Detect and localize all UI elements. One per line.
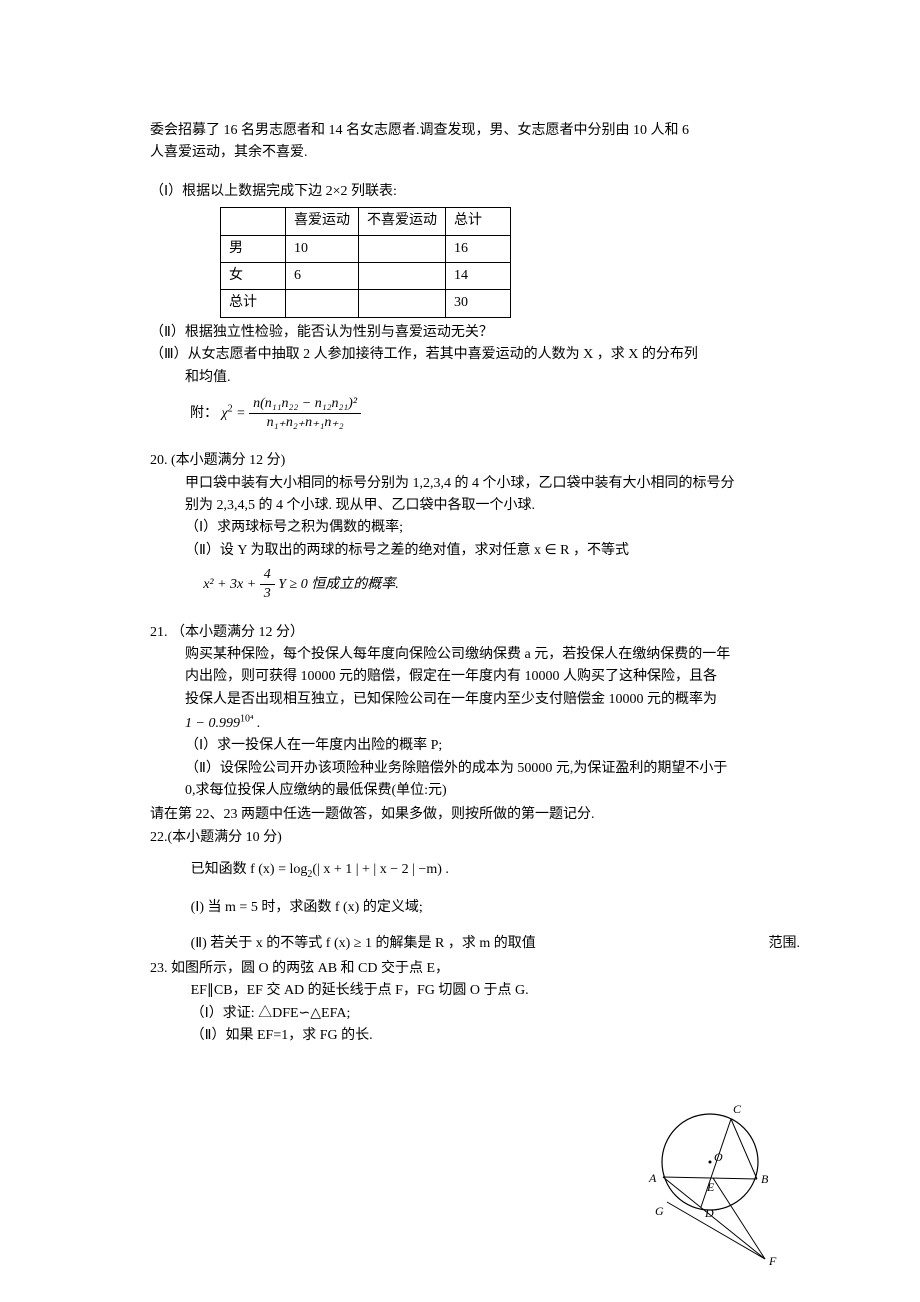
q20-l1: 甲口袋中装有大小相同的标号分别为 1,2,3,4 的 4 个小球，乙口袋中装有大…	[150, 473, 800, 495]
cell-r1c1: 男	[221, 235, 286, 262]
q21-l2: 内出险，则可获得 10000 元的赔偿，假定在一年度内有 10000 人购买了这…	[150, 666, 800, 688]
label-C: C	[733, 1102, 742, 1116]
choice-line: 请在第 22、23 两题中任选一题做答，如果多做，则按所做的第一题记分.	[150, 804, 800, 826]
q19-part2: （Ⅱ）根据独立性检验，能否认为性别与喜爱运动无关？	[150, 322, 800, 344]
chi-square-formula: 附： χ2 = n(n₁₁n₂₂ − n₁₂n₂₁)² n₁₊n₂₊n₊₁n₊₂	[190, 395, 800, 432]
table-row: 喜爱运动 不喜爱运动 总计	[221, 208, 511, 235]
formula-label: 附：	[190, 406, 218, 421]
q21-title: 21. （本小题满分 12 分）	[150, 622, 800, 644]
table-row: 女 6 14	[221, 262, 511, 289]
cell-r3c1: 总计	[221, 290, 286, 317]
cell-r3c2	[286, 290, 359, 317]
q20-p1: （Ⅰ）求两球标号之积为偶数的概率;	[150, 517, 800, 539]
table-row: 总计 30	[221, 290, 511, 317]
q22-title: 22.(本小题满分 10 分)	[150, 827, 800, 849]
cell-r3c4: 30	[446, 290, 511, 317]
expr-post: .	[253, 716, 260, 731]
q22-p1: (Ⅰ) 当 m = 5 时，求函数 f (x) 的定义域;	[150, 897, 800, 919]
q22-p2-right: 范围.	[769, 933, 801, 955]
q19-part1-intro: （Ⅰ）根据以上数据完成下边 2×2 列联表:	[150, 181, 800, 203]
expr-pre: 1 − 0.999	[185, 716, 240, 731]
contingency-table: 喜爱运动 不喜爱运动 总计 男 10 16 女 6 14 总计 30	[220, 207, 511, 318]
q23-p1: （Ⅰ）求证: △DFE∽△EFA;	[150, 1003, 800, 1025]
chi-num: n(n₁₁n₂₂ − n₁₂n₂₁)²	[249, 395, 361, 414]
ineq-den: 3	[260, 585, 275, 603]
label-B: B	[761, 1172, 769, 1186]
label-G: G	[655, 1204, 664, 1218]
q21-l3: 投保人是否出现相互独立，已知保险公司在一年度内至少支付赔偿金 10000 元的概…	[150, 689, 800, 711]
label-D: D	[704, 1206, 714, 1220]
cell-r2c1: 女	[221, 262, 286, 289]
chi-den: n₁₊n₂₊n₊₁n₊₂	[249, 414, 361, 432]
q20-p2-l1: （Ⅱ）设 Y 为取出的两球的标号之差的绝对值，求对任意 x ∈ R ，不等式	[150, 540, 800, 562]
cell-r1c4: 16	[446, 235, 511, 262]
label-F: F	[768, 1254, 777, 1268]
label-E: E	[706, 1180, 715, 1194]
q23-l1: EF∥CB，EF 交 AD 的延长线于点 F，FG 切圆 O 于点 G.	[150, 980, 800, 1002]
q21-p2-l1: （Ⅱ）设保险公司开办该项险种业务除赔偿外的成本为 50000 元,为保证盈利的期…	[150, 758, 800, 780]
q19-part3-l1: （Ⅲ）从女志愿者中抽取 2 人参加接待工作，若其中喜爱运动的人数为 X ，求 X…	[150, 344, 800, 366]
table-row: 男 10 16	[221, 235, 511, 262]
cell-r2c3	[359, 262, 446, 289]
th-like: 喜爱运动	[286, 208, 359, 235]
ineq-pre: x² + 3x +	[203, 577, 260, 592]
q21-expr: 1 − 0.99910⁴ .	[150, 711, 800, 735]
q22-fn: 已知函数 f (x) = log2(| x + 1 | + | x − 2 | …	[150, 859, 800, 883]
q20-title: 20. (本小题满分 12 分)	[150, 450, 800, 472]
ineq-post: Y ≥ 0 恒成立的概率.	[278, 577, 398, 592]
q20-inequality: x² + 3x + 4 3 Y ≥ 0 恒成立的概率.	[150, 566, 800, 603]
th-total: 总计	[446, 208, 511, 235]
q22-p2-left: (Ⅱ) 若关于 x 的不等式 f (x) ≥ 1 的解集是 R ，求 m 的取值	[191, 933, 536, 955]
cell-r3c3	[359, 290, 446, 317]
q21-l1: 购买某种保险，每个投保人每年度向保险公司缴纳保费 a 元，若投保人在缴纳保费的一…	[150, 644, 800, 666]
label-A: A	[648, 1171, 657, 1185]
q22-p2-row: (Ⅱ) 若关于 x 的不等式 f (x) ≥ 1 的解集是 R ，求 m 的取值…	[150, 933, 800, 955]
q21-p2-l2: 0,求每位投保人应缴纳的最低保费(单位:元)	[150, 780, 800, 802]
q23-p2: （Ⅱ）如果 EF=1，求 FG 的长.	[150, 1025, 800, 1047]
circle-diagram: C O A E B D G F	[635, 1097, 790, 1272]
q23-title: 23. 如图所示，圆 O 的两弦 AB 和 CD 交于点 E，	[150, 958, 800, 980]
q20-l2: 别为 2,3,4,5 的 4 个小球. 现从甲、乙口袋中各取一个小球.	[150, 495, 800, 517]
cell-r1c3	[359, 235, 446, 262]
q19-part3-l2: 和均值.	[150, 367, 800, 389]
chi-eq: =	[236, 406, 249, 421]
th-dislike: 不喜爱运动	[359, 208, 446, 235]
ineq-num: 4	[260, 566, 275, 585]
intro-line-1: 委会招募了 16 名男志愿者和 14 名女志愿者.调查发现，男、女志愿者中分别由…	[150, 120, 800, 142]
label-O: O	[714, 1150, 723, 1164]
fn-arg: (| x + 1 | + | x − 2 | −m) .	[312, 862, 449, 877]
expr-sup: 10⁴	[240, 713, 254, 724]
cell-r1c2: 10	[286, 235, 359, 262]
th-blank	[221, 208, 286, 235]
intro-line-2: 人喜爱运动，其余不喜爱.	[150, 142, 800, 164]
q21-p1: （Ⅰ）求一投保人在一年度内出险的概率 P;	[150, 735, 800, 757]
cell-r2c2: 6	[286, 262, 359, 289]
fn-pre: 已知函数 f (x) = log	[191, 862, 308, 877]
cell-r2c4: 14	[446, 262, 511, 289]
